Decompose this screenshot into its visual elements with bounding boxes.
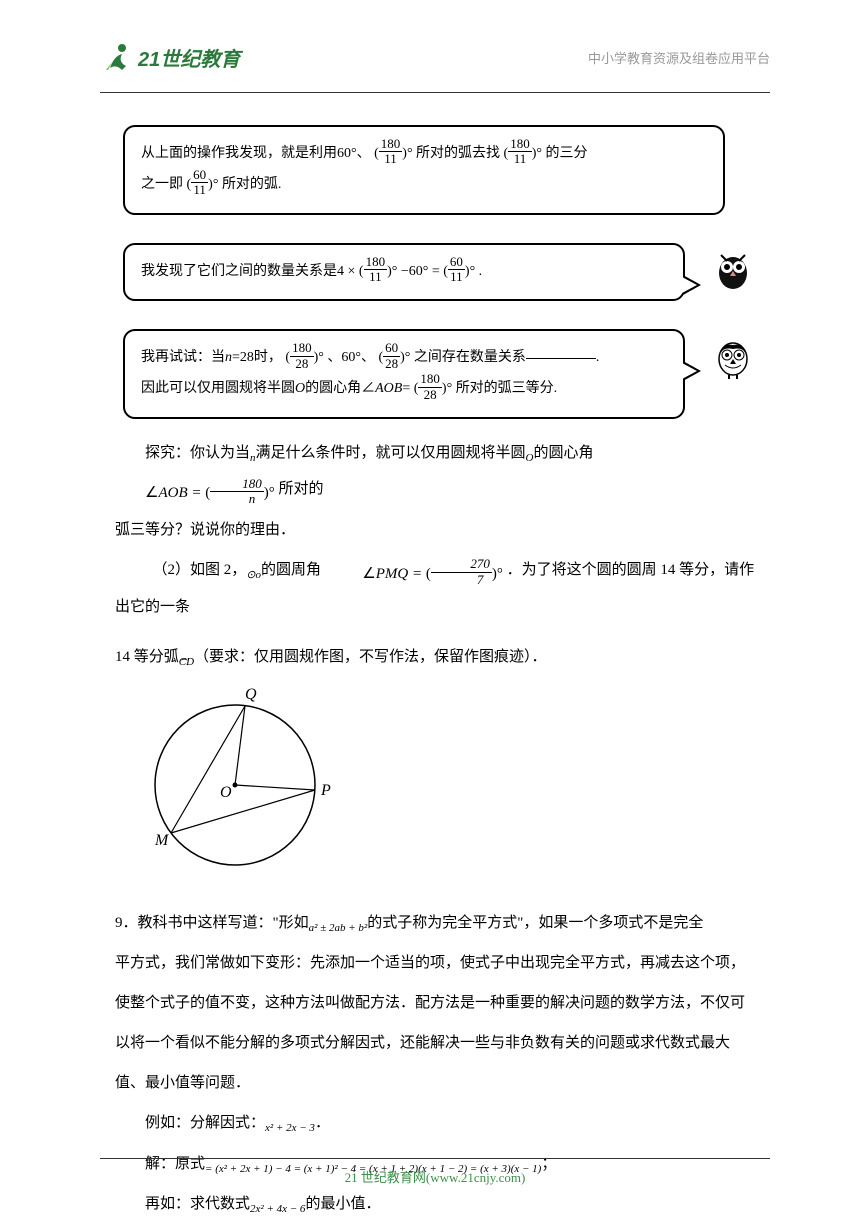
label-O: O bbox=[220, 784, 232, 801]
bubble1-text: 的三分 bbox=[545, 146, 587, 161]
q9-line4: 以将一个看似不能分解的多项式分解因式，还能解决一些与非负数有关的问题或求代数式最… bbox=[115, 1025, 755, 1061]
bubble2-text: −60° = bbox=[401, 264, 443, 279]
angle-expr: ∠∠AOB = AOB = (180n)° bbox=[115, 475, 275, 511]
page-header: 21世纪教育 中小学教育资源及组卷应用平台 bbox=[0, 0, 860, 84]
bubble2-text: 我发现了它们之间的数量关系是4 × bbox=[141, 264, 359, 279]
explore-para: 探究：你认为当n满足什么条件时，就可以仅用圆规将半圆O的圆心角 ∠∠AOB = … bbox=[115, 435, 755, 508]
owl-icon bbox=[715, 337, 755, 393]
fill-blank[interactable] bbox=[526, 358, 596, 359]
circle-figure: Q O P M bbox=[135, 685, 755, 889]
bubble1-text: 从上面的操作我发现，就是利用60°、 bbox=[141, 146, 371, 161]
q9-para: 9．教科书中这样写道："形如a² ± 2ab + b²的式子称为完全平方式"，如… bbox=[115, 905, 755, 941]
q9-ex2: 再如：求代数式2x² + 4x − 6的最小值． bbox=[115, 1186, 755, 1222]
label-M: M bbox=[154, 832, 170, 849]
explore-para-2: 弧三等分？说说你的理由． bbox=[115, 512, 755, 548]
bubble1-text: 之一即 bbox=[141, 177, 183, 192]
logo: 21世纪教育 bbox=[100, 40, 240, 74]
speech-bubble-2: 我发现了它们之间的数量关系是4 × (18011)° −60° = (6011)… bbox=[123, 243, 685, 302]
header-subtitle: 中小学教育资源及组卷应用平台 bbox=[588, 48, 770, 67]
page-footer: 21 世纪教育网(www.21cnjy.com) bbox=[100, 1158, 770, 1186]
bubble1-text: 所对的弧去找 bbox=[416, 146, 500, 161]
page-content: 从上面的操作我发现，就是利用60°、 (18011)° 所对的弧去找 (1801… bbox=[0, 93, 860, 1223]
sub2-para-2: 14 等分弧⌢CD（要求：仅用圆规作图，不写作法，保留作图痕迹）． bbox=[115, 639, 755, 675]
bubble-row-3: 我再试试：当n=28时， (18028)° 、60°、 (6028)° 之间存在… bbox=[115, 317, 755, 435]
sub2-para: （2）如图 2，⊙o的圆周角 ∠PMQ = (2707)° ．为了将这个圆的圆周… bbox=[115, 552, 755, 625]
speech-bubble-1: 从上面的操作我发现，就是利用60°、 (18011)° 所对的弧去找 (1801… bbox=[123, 125, 725, 215]
bubble1-text: 所对的弧. bbox=[222, 177, 282, 192]
bubble3-text: 我再试试：当 bbox=[141, 350, 225, 365]
bubble2-text: . bbox=[479, 264, 483, 279]
bubble-row-2: 我发现了它们之间的数量关系是4 × (18011)° −60° = (6011)… bbox=[115, 231, 755, 318]
q9-line5: 值、最小值等问题． bbox=[115, 1065, 755, 1101]
owl-icon bbox=[715, 251, 755, 305]
footer-text: 21 世纪教育网(www.21cnjy.com) bbox=[345, 1170, 526, 1185]
label-P: P bbox=[320, 782, 331, 799]
angle-pmq: ∠PMQ = (2707)° bbox=[325, 556, 503, 592]
label-Q: Q bbox=[245, 686, 257, 703]
speech-bubble-3: 我再试试：当n=28时， (18028)° 、60°、 (6028)° 之间存在… bbox=[123, 329, 685, 419]
logo-icon bbox=[100, 40, 134, 74]
q9-line3: 使整个式子的值不变，这种方法叫做配方法．配方法是一种重要的解决问题的数学方法，不… bbox=[115, 985, 755, 1021]
logo-text: 21世纪教育 bbox=[138, 43, 240, 72]
q9-line2: 平方式，我们常做如下变形：先添加一个适当的项，使式子中出现完全平方式，再减去这个… bbox=[115, 945, 755, 981]
q9-ex1: 例如：分解因式：x² + 2x − 3． bbox=[115, 1105, 755, 1141]
